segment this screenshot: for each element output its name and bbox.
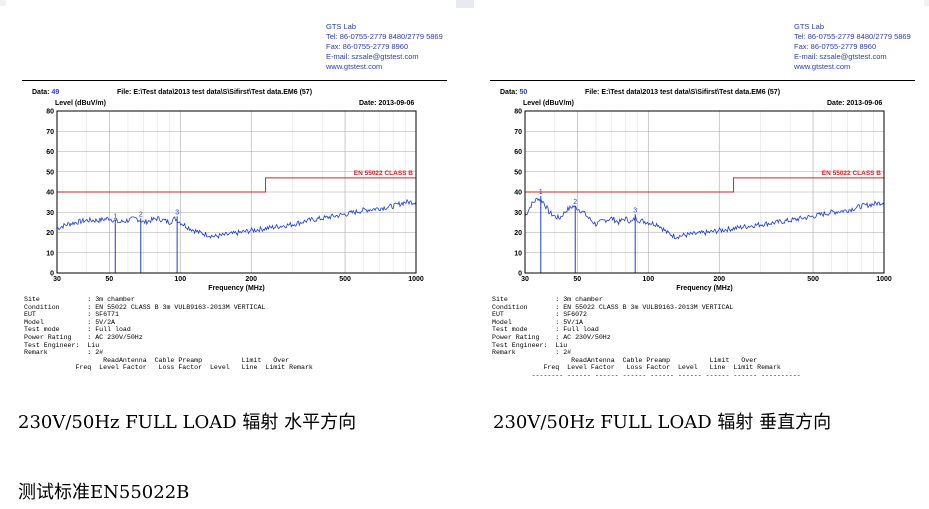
lab-website: www.gtstest.com — [794, 62, 851, 71]
lab-email: E-mail: szsale@gtstest.com — [794, 52, 887, 61]
plot-frame — [524, 110, 885, 274]
limit-label: EN 55022 CLASS B — [822, 170, 882, 177]
emission-trace — [56, 198, 417, 240]
info-line: Test mode : Full load — [24, 326, 131, 334]
test-info-block: Site : 3m chamber Condition : EN 55022 CL… — [24, 296, 313, 372]
data-number: Data: 50 — [500, 89, 528, 96]
emission-trace — [524, 197, 885, 240]
test-info-block: Site : 3m chamber Condition : EN 55022 CL… — [492, 296, 801, 380]
test-date: Date: 2013-09-06 — [827, 100, 883, 107]
x-tick-label: 500 — [807, 276, 819, 283]
x-tick-label: 30 — [53, 276, 61, 283]
info-line: Remark : 2# — [24, 349, 104, 357]
test-date: Date: 2013-09-06 — [359, 100, 415, 107]
info-line: Test Engineer: Liu — [24, 341, 100, 349]
y-axis-label: Level (dBuV/m) — [55, 100, 106, 107]
info-line: Freq Level Factor Loss Factor Level Line… — [492, 364, 781, 372]
header-divider — [22, 80, 447, 81]
y-tick-label: 30 — [46, 210, 54, 217]
info-line: -------- ------ ------ ------ ------ ---… — [492, 371, 801, 379]
marker-label: 2 — [573, 199, 577, 206]
y-tick-label: 20 — [514, 230, 522, 237]
info-line: ReadAntenna Cable Preamp Limit Over — [492, 356, 758, 364]
info-line: Site : 3m chamber — [492, 296, 603, 303]
x-tick-label: 50 — [105, 276, 113, 283]
top-banner-tab — [450, 0, 478, 8]
x-tick-label: 100 — [642, 276, 654, 283]
marker-label: 1 — [539, 189, 543, 196]
report-horizontal: GTS Lab Tel: 86-0755-2779 8480/2779 5869… — [6, 0, 456, 385]
data-number: Data: 49 — [32, 89, 60, 96]
y-tick-label: 0 — [50, 271, 54, 278]
header-divider — [490, 80, 915, 81]
x-tick-label: 50 — [573, 276, 581, 283]
marker-label: 3 — [175, 209, 179, 216]
caption-horizontal: 230V/50Hz FULL LOAD 辐射 水平方向 — [18, 412, 357, 433]
y-tick-label: 80 — [514, 109, 522, 116]
limit-line — [57, 177, 416, 193]
info-line: Test mode : Full load — [492, 326, 599, 334]
lab-contact-block: GTS Lab Tel: 86-0755-2779 8480/2779 5869… — [326, 22, 443, 72]
x-tick-label: 30 — [521, 276, 529, 283]
info-line: Model : 5V/1A — [492, 318, 584, 326]
file-path: File: E:\Test data\2013 test data\S\Sifi… — [117, 89, 313, 96]
caption-vertical: 230V/50Hz FULL LOAD 辐射 垂直方向 — [493, 412, 832, 433]
info-line: ReadAntenna Cable Preamp Limit Over — [24, 356, 290, 364]
y-tick-label: 10 — [514, 250, 522, 257]
x-axis-label: Frequency (MHz) — [208, 285, 264, 292]
y-tick-label: 20 — [46, 230, 54, 237]
info-line: Condition : EN 55022 CLASS B 3m VULB9163… — [492, 303, 734, 311]
info-line: Condition : EN 55022 CLASS B 3m VULB9163… — [24, 303, 266, 311]
y-tick-label: 0 — [518, 271, 522, 278]
y-tick-label: 70 — [46, 129, 54, 136]
marker-label: 2 — [139, 211, 143, 218]
info-line: EUT : SF6T71 — [24, 311, 119, 319]
lab-name: GTS Lab — [794, 22, 825, 31]
x-tick-label: 100 — [174, 276, 186, 283]
info-line: EUT : SF6072 — [492, 311, 587, 319]
y-tick-label: 50 — [514, 169, 522, 176]
marker-label: 3 — [633, 207, 637, 214]
lab-tel: Tel: 86-0755-2779 8480/2779 5869 — [326, 32, 443, 41]
x-tick-label: 200 — [245, 276, 257, 283]
y-tick-label: 40 — [46, 190, 54, 197]
y-tick-label: 40 — [514, 190, 522, 197]
info-line: Power Rating : AC 230V/50Hz — [492, 333, 611, 341]
x-tick-label: 200 — [713, 276, 725, 283]
caption-standard: 测试标准EN55022B — [18, 482, 190, 503]
report-vertical: GTS Lab Tel: 86-0755-2779 8480/2779 5869… — [474, 0, 924, 385]
y-tick-label: 70 — [514, 129, 522, 136]
plot-frame — [56, 110, 417, 274]
y-tick-label: 80 — [46, 109, 54, 116]
info-line: Power Rating : AC 230V/50Hz — [24, 333, 143, 341]
lab-fax: Fax: 86-0755-2779 8960 — [326, 42, 409, 51]
emission-chart-horizontal: 0 10 20 30 40 50 60 70 80 30 50 100 200 500 1000 Freque… — [46, 109, 424, 293]
info-line: Remark : 2# — [492, 349, 572, 357]
y-tick-label: 60 — [514, 149, 522, 156]
limit-line — [525, 177, 884, 193]
info-line: Freq Level Factor Loss Factor Level Line… — [24, 364, 313, 372]
y-tick-label: 60 — [46, 149, 54, 156]
lab-website: www.gtstest.com — [326, 62, 383, 71]
info-line: Test Engineer: Liu — [492, 341, 568, 349]
x-tick-label: 1000 — [876, 276, 892, 283]
lab-contact-block: GTS Lab Tel: 86-0755-2779 8480/2779 5869… — [794, 22, 911, 72]
limit-label: EN 55022 CLASS B — [354, 170, 414, 177]
x-tick-label: 500 — [339, 276, 351, 283]
y-tick-label: 50 — [46, 169, 54, 176]
marker-label: 1 — [113, 213, 117, 220]
y-tick-label: 30 — [514, 210, 522, 217]
lab-fax: Fax: 86-0755-2779 8960 — [794, 42, 877, 51]
emission-chart-vertical: 0 10 20 30 40 50 60 70 80 30 50 100 200 500 1000 Freque… — [514, 109, 892, 293]
lab-name: GTS Lab — [326, 22, 357, 31]
y-tick-label: 10 — [46, 250, 54, 257]
info-line: Site : 3m chamber — [24, 296, 135, 303]
x-tick-label: 1000 — [408, 276, 424, 283]
x-axis-label: Frequency (MHz) — [676, 285, 732, 292]
info-line: Model : 5V/2A — [24, 318, 116, 326]
lab-tel: Tel: 86-0755-2779 8480/2779 5869 — [794, 32, 911, 41]
lab-email: E-mail: szsale@gtstest.com — [326, 52, 419, 61]
y-axis-label: Level (dBuV/m) — [523, 100, 574, 107]
file-path: File: E:\Test data\2013 test data\S\Sifi… — [585, 89, 781, 96]
